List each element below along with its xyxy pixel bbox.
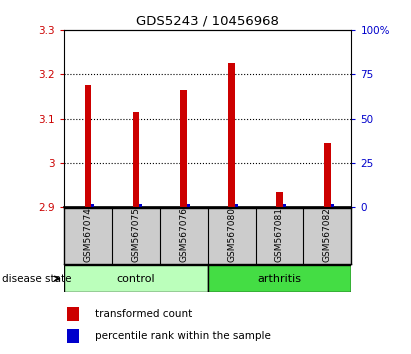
Bar xyxy=(91,205,94,207)
Bar xyxy=(324,143,330,207)
Text: control: control xyxy=(116,274,155,284)
Bar xyxy=(229,63,235,207)
Text: transformed count: transformed count xyxy=(95,309,193,319)
Bar xyxy=(67,329,79,343)
Text: GSM567082: GSM567082 xyxy=(323,207,332,262)
Text: GSM567080: GSM567080 xyxy=(227,207,236,262)
Bar xyxy=(132,112,139,207)
Text: GSM567076: GSM567076 xyxy=(179,207,188,262)
Bar xyxy=(187,205,190,207)
Bar xyxy=(139,205,142,207)
Bar xyxy=(180,90,187,207)
Bar xyxy=(208,265,351,292)
Text: percentile rank within the sample: percentile rank within the sample xyxy=(95,331,271,341)
Bar xyxy=(331,205,334,207)
Bar xyxy=(64,265,208,292)
Text: arthritis: arthritis xyxy=(257,274,302,284)
Bar xyxy=(67,307,79,321)
Bar xyxy=(276,192,283,207)
Text: GSM567081: GSM567081 xyxy=(275,207,284,262)
Title: GDS5243 / 10456968: GDS5243 / 10456968 xyxy=(136,15,279,28)
Bar xyxy=(235,205,238,207)
Text: disease state: disease state xyxy=(2,274,72,284)
Text: GSM567074: GSM567074 xyxy=(83,207,92,262)
Bar xyxy=(85,85,91,207)
Text: GSM567075: GSM567075 xyxy=(131,207,140,262)
Bar xyxy=(283,205,286,207)
